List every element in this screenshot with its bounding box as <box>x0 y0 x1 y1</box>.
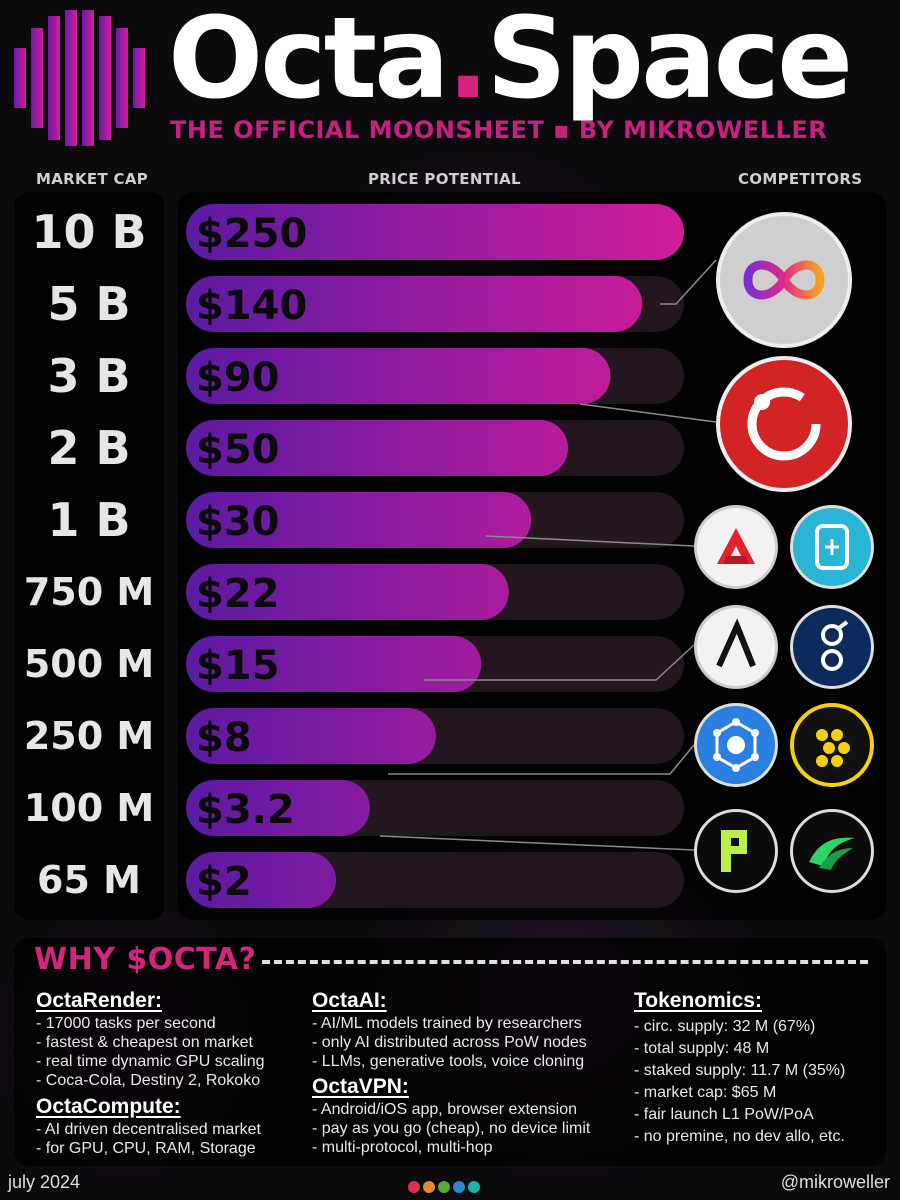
list-item: - AI/ML models trained by researchers <box>312 1015 582 1032</box>
list-item: - real time dynamic GPU scaling <box>36 1053 265 1070</box>
section-title: Tokenomics: <box>634 989 762 1012</box>
wave-logo-icon <box>790 809 874 893</box>
competitors-header: COMPETITORS <box>738 170 863 188</box>
octa-logo-icon <box>14 10 145 146</box>
section-title: OctaAI: <box>312 989 387 1012</box>
bar-100m <box>186 780 370 836</box>
footer-handle: @mikroweller <box>780 1172 890 1192</box>
connector-line <box>579 403 717 423</box>
bar-65m <box>186 852 336 908</box>
list-item: - no premine, no dev allo, etc. <box>634 1128 845 1145</box>
market-cap-label: 100 M <box>23 786 155 830</box>
triangle-logo-icon <box>694 505 778 589</box>
list-item: - LLMs, generative tools, voice cloning <box>312 1053 585 1070</box>
price-potential-header: PRICE POTENTIAL <box>368 170 521 188</box>
market-cap-label: 2 B <box>47 421 131 475</box>
market-cap-label: 65 M <box>37 858 141 902</box>
market-cap-label: 10 B <box>31 205 147 259</box>
market-cap-label: 750 M <box>23 570 155 614</box>
list-item: - fair launch L1 PoW/PoA <box>634 1106 814 1123</box>
section-octaai: OctaAI: - AI/ML models trained by resear… <box>312 988 587 1071</box>
footer-dots <box>408 1178 483 1193</box>
section-octavpn: OctaVPN: - Android/iOS app, browser exte… <box>312 1074 590 1157</box>
bar-value-label: $250 <box>196 211 307 257</box>
footer-dot <box>423 1181 435 1193</box>
footer-dot <box>438 1181 450 1193</box>
dots-logo-icon <box>790 703 874 787</box>
bar-5b <box>186 276 643 332</box>
list-item: - Android/iOS app, browser extension <box>312 1101 578 1118</box>
list-item: - circ. supply: 32 M (67%) <box>634 1018 816 1035</box>
list-item: - multi-protocol, multi-hop <box>312 1139 493 1156</box>
footer-date: july 2024 <box>8 1172 81 1192</box>
infinity-logo-icon <box>716 212 852 348</box>
market-cap-label: 500 M <box>23 642 155 686</box>
bar-value-label: $90 <box>196 355 280 401</box>
bar-value-label: $30 <box>196 499 280 545</box>
section-tokenomics: Tokenomics: - circ. supply: 32 M (67%) -… <box>634 988 845 1148</box>
bar-value-label: $3.2 <box>196 787 295 833</box>
page-title: Octa.Space <box>168 0 853 124</box>
list-item: - market cap: $65 M <box>634 1084 777 1101</box>
bar-10b <box>186 204 684 260</box>
section-octarender: OctaRender: - 17000 tasks per second - f… <box>36 988 265 1090</box>
list-item: - fastest & cheapest on market <box>36 1034 253 1051</box>
ring-logo-icon <box>716 356 852 492</box>
bar-250m <box>186 708 436 764</box>
bar-2b <box>186 420 568 476</box>
list-item: - total supply: 48 M <box>634 1040 770 1057</box>
list-item: - AI driven decentralised market <box>36 1121 261 1138</box>
footer-dot <box>468 1181 480 1193</box>
why-divider <box>262 960 868 964</box>
list-item: - staked supply: 11.7 M (35%) <box>634 1062 846 1079</box>
why-title: WHY $OCTA? <box>34 942 257 977</box>
footer-dot <box>408 1181 420 1193</box>
bar-1b <box>186 492 532 548</box>
market-cap-label: 5 B <box>47 277 131 331</box>
page-subtitle: THE OFFICIAL MOONSHEET ▪ BY MIKROWELLER <box>170 116 828 144</box>
connector-line <box>485 535 695 547</box>
list-item: - for GPU, CPU, RAM, Storage <box>36 1140 256 1157</box>
bar-500m <box>186 636 482 692</box>
bar-value-label: $140 <box>196 283 307 329</box>
market-cap-panel <box>14 192 164 920</box>
bar-value-label: $8 <box>196 715 252 761</box>
connector-line <box>388 744 695 775</box>
market-cap-header: MARKET CAP <box>36 170 149 188</box>
bar-value-label: $50 <box>196 427 280 473</box>
section-title: OctaRender: <box>36 989 163 1012</box>
list-item: - 17000 tasks per second <box>36 1015 216 1032</box>
footer-dot <box>453 1181 465 1193</box>
bar-value-label: $15 <box>196 643 280 689</box>
glasses-logo-icon <box>790 605 874 689</box>
network-cloud-logo-icon <box>694 703 778 787</box>
connector-line <box>379 835 695 851</box>
bar-750m <box>186 564 509 620</box>
connector-line <box>660 259 717 305</box>
bar-value-label: $2 <box>196 859 252 905</box>
arrow-logo-icon <box>694 605 778 689</box>
market-cap-label: 250 M <box>23 714 155 758</box>
pixel-p-logo-icon <box>694 809 778 893</box>
connector-line <box>424 644 695 681</box>
market-cap-label: 3 B <box>47 349 131 403</box>
bar-value-label: $22 <box>196 571 280 617</box>
list-item: - pay as you go (cheap), no device limit <box>312 1120 591 1137</box>
list-item: - only AI distributed across PoW nodes <box>312 1034 587 1051</box>
list-item: - Coca-Cola, Destiny 2, Rokoko <box>36 1072 261 1089</box>
bar-3b <box>186 348 611 404</box>
theta-logo-icon <box>790 505 874 589</box>
market-cap-label: 1 B <box>47 493 131 547</box>
section-title: OctaVPN: <box>312 1075 409 1098</box>
section-title: OctaCompute: <box>36 1095 181 1118</box>
why-panel <box>14 938 886 1166</box>
section-octacompute: OctaCompute: - AI driven decentralised m… <box>36 1094 261 1158</box>
